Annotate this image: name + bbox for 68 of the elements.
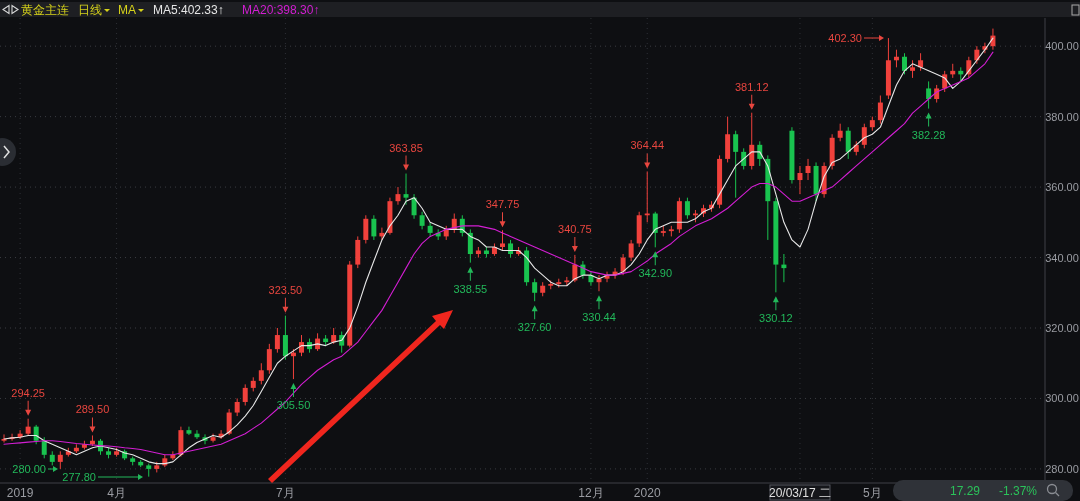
candlestick bbox=[282, 315, 288, 361]
x-tick-label: 12月 bbox=[578, 486, 604, 500]
candlestick bbox=[652, 211, 658, 248]
annotation: 280.00 bbox=[12, 463, 46, 475]
text: MA bbox=[118, 3, 136, 17]
x-tick-label: 4月 bbox=[107, 486, 126, 500]
text: 日线 bbox=[78, 3, 102, 17]
y-tick-label: 360.00 bbox=[1045, 181, 1079, 194]
annotation: 330.44 bbox=[582, 311, 616, 324]
text: 17.29 bbox=[949, 484, 981, 498]
annotation: 363.85 bbox=[389, 141, 423, 154]
candlestick bbox=[861, 123, 867, 149]
annotation: 381.12 bbox=[734, 80, 769, 93]
candlestick bbox=[532, 278, 538, 302]
candlestick bbox=[242, 383, 248, 406]
candlestick bbox=[274, 327, 280, 354]
candlestick bbox=[797, 165, 803, 195]
candlestick bbox=[845, 126, 851, 160]
candlestick bbox=[500, 229, 505, 251]
y-tick-label: 340.00 bbox=[1045, 251, 1079, 264]
candlestick bbox=[266, 343, 272, 375]
y-tick-label: 320.00 bbox=[1045, 322, 1079, 334]
candlestick bbox=[805, 158, 811, 181]
annotation: 338.55 bbox=[453, 282, 488, 295]
x-tick-label: 5月 bbox=[863, 486, 882, 500]
candlestick bbox=[877, 95, 883, 125]
x-tick-label: 2020 bbox=[633, 486, 661, 500]
annotation: 382.28 bbox=[911, 128, 946, 141]
candlestick bbox=[926, 80, 932, 110]
chart-title: 黄金主连 bbox=[21, 3, 69, 17]
annotation: 323.50 bbox=[268, 283, 303, 296]
candlestick bbox=[628, 239, 634, 262]
y-tick-label: 380.00 bbox=[1045, 110, 1079, 123]
candlestick bbox=[226, 408, 232, 436]
candlestick bbox=[186, 426, 192, 436]
candlestick bbox=[684, 197, 690, 220]
candlestick bbox=[371, 214, 377, 241]
candlestick bbox=[363, 214, 369, 244]
annotation: 402.30 bbox=[828, 32, 862, 44]
candlestick bbox=[25, 418, 31, 436]
annotation: 340.75 bbox=[558, 222, 592, 235]
annotation: 330.12 bbox=[759, 312, 793, 325]
candlestick bbox=[902, 52, 907, 75]
annotation: 342.90 bbox=[638, 267, 673, 280]
annotation: 347.75 bbox=[485, 198, 520, 211]
text: MA20:398.30↑ bbox=[242, 3, 320, 17]
candlestick bbox=[41, 436, 47, 459]
x-tick-label: 2019 bbox=[6, 486, 34, 500]
annotation: 327.60 bbox=[517, 321, 552, 334]
candlestick bbox=[258, 362, 264, 385]
y-tick-label: 400.00 bbox=[1045, 40, 1079, 53]
x-tick-label: 7月 bbox=[276, 486, 295, 500]
candlestick bbox=[733, 130, 739, 199]
candlestick bbox=[395, 186, 401, 206]
y-tick-label: 300.00 bbox=[1045, 392, 1079, 405]
candlestick bbox=[1, 433, 7, 443]
text: MA5:402.33↑ bbox=[153, 3, 224, 17]
annotation: 294.25 bbox=[11, 386, 45, 399]
candlestick bbox=[403, 173, 409, 206]
annotation: 364.44 bbox=[630, 139, 665, 152]
candlestick bbox=[620, 253, 626, 276]
y-tick-label: 280.00 bbox=[1045, 462, 1079, 475]
text: -1.37% bbox=[998, 484, 1038, 498]
candlestick bbox=[749, 112, 755, 170]
candlestick bbox=[467, 228, 473, 264]
annotation: 289.50 bbox=[75, 403, 110, 416]
annotation: 277.80 bbox=[62, 471, 96, 483]
x-tick-label: 20/03/17 二 bbox=[768, 486, 831, 500]
